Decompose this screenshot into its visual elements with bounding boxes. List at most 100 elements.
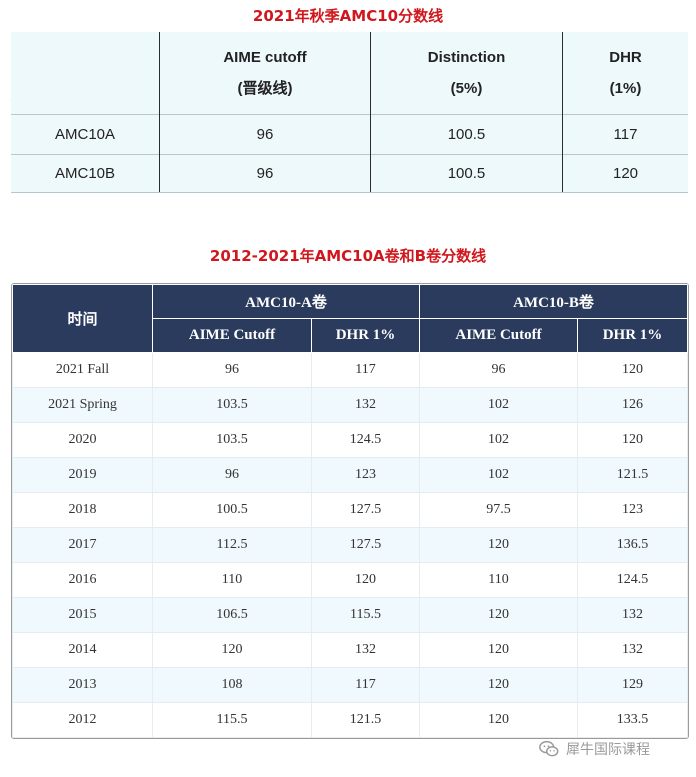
cutoff-table-2021-fall: AIME cutoff (晋级线) Distinction (5%) DHR (… bbox=[11, 32, 688, 193]
cell-a-cutoff: 96 bbox=[152, 457, 312, 493]
cell-b-cutoff: 96 bbox=[419, 352, 578, 388]
cell-a-cutoff: 103.5 bbox=[152, 422, 312, 458]
cell-b-dhr: 133.5 bbox=[577, 702, 688, 738]
cell-b-dhr: 120 bbox=[577, 352, 688, 388]
cell-b-cutoff: 120 bbox=[419, 597, 578, 633]
wechat-icon bbox=[539, 740, 559, 757]
cell-a-dhr: 127.5 bbox=[311, 527, 420, 563]
header-time: 时间 bbox=[12, 284, 153, 353]
cell-b-cutoff: 102 bbox=[419, 422, 578, 458]
cell-time: 2018 bbox=[12, 492, 153, 528]
cell-dhr: 117 bbox=[562, 114, 688, 155]
cell-b-dhr: 120 bbox=[577, 422, 688, 458]
header-line2: (1%) bbox=[609, 79, 642, 97]
cell-distinction: 100.5 bbox=[370, 114, 563, 155]
cell-time: 2021 Spring bbox=[12, 387, 153, 423]
cell-b-dhr: 121.5 bbox=[577, 457, 688, 493]
cell-b-cutoff: 120 bbox=[419, 527, 578, 563]
table-row: 2012 115.5 121.5 120 133.5 bbox=[12, 702, 688, 738]
cell-time: 2013 bbox=[12, 667, 153, 703]
cell-b-cutoff: 102 bbox=[419, 387, 578, 423]
header-line1: Distinction bbox=[427, 48, 506, 66]
header-group-b: AMC10-B卷 bbox=[419, 284, 688, 319]
cell-b-cutoff: 120 bbox=[419, 702, 578, 738]
cell-b-dhr: 123 bbox=[577, 492, 688, 528]
cell-a-cutoff: 103.5 bbox=[152, 387, 312, 423]
table-row: 2019 96 123 102 121.5 bbox=[12, 457, 688, 493]
table-row: 2020 103.5 124.5 102 120 bbox=[12, 422, 688, 458]
cell-b-cutoff: 120 bbox=[419, 667, 578, 703]
header-b-dhr: DHR 1% bbox=[577, 318, 688, 353]
cell-time: 2012 bbox=[12, 702, 153, 738]
table-row: 2014 120 132 120 132 bbox=[12, 632, 688, 668]
cell-time: 2020 bbox=[12, 422, 153, 458]
cell-a-dhr: 115.5 bbox=[311, 597, 420, 633]
cell-b-cutoff: 120 bbox=[419, 632, 578, 668]
table-row: AMC10B 96 100.5 120 bbox=[11, 154, 688, 193]
cell-a-cutoff: 96 bbox=[152, 352, 312, 388]
cell-b-dhr: 132 bbox=[577, 597, 688, 633]
cell-a-dhr: 132 bbox=[311, 387, 420, 423]
table2-title: 2012-2021年AMC10A卷和B卷分数线 bbox=[209, 247, 487, 265]
cell-a-cutoff: 108 bbox=[152, 667, 312, 703]
cell-time: 2014 bbox=[12, 632, 153, 668]
row-label: AMC10A bbox=[11, 114, 160, 155]
cell-a-dhr: 124.5 bbox=[311, 422, 420, 458]
header-line1: AIME cutoff bbox=[223, 48, 307, 66]
table-row: 2018 100.5 127.5 97.5 123 bbox=[12, 492, 688, 528]
table-row: 2016 110 120 110 124.5 bbox=[12, 562, 688, 598]
cell-a-dhr: 120 bbox=[311, 562, 420, 598]
cell-time: 2019 bbox=[12, 457, 153, 493]
cell-a-cutoff: 120 bbox=[152, 632, 312, 668]
cutoff-history-table: 时间 AMC10-A卷 AMC10-B卷 AIME Cutoff DHR 1% … bbox=[12, 284, 688, 738]
watermark-text: 犀牛国际课程 bbox=[566, 742, 650, 758]
cell-a-dhr: 123 bbox=[311, 457, 420, 493]
cell-distinction: 100.5 bbox=[370, 154, 563, 193]
cell-a-dhr: 117 bbox=[311, 667, 420, 703]
table1-header-dhr: DHR (1%) bbox=[562, 32, 688, 115]
cell-b-dhr: 124.5 bbox=[577, 562, 688, 598]
cell-dhr: 120 bbox=[562, 154, 688, 193]
table1-header-distinction: Distinction (5%) bbox=[370, 32, 563, 115]
header-a-cutoff: AIME Cutoff bbox=[152, 318, 312, 353]
cell-time: 2016 bbox=[12, 562, 153, 598]
cell-b-cutoff: 102 bbox=[419, 457, 578, 493]
cell-cutoff: 96 bbox=[159, 114, 371, 155]
cell-b-cutoff: 110 bbox=[419, 562, 578, 598]
cell-b-dhr: 126 bbox=[577, 387, 688, 423]
cell-time: 2015 bbox=[12, 597, 153, 633]
cell-a-cutoff: 115.5 bbox=[152, 702, 312, 738]
watermark: 犀牛国际课程 bbox=[538, 734, 688, 764]
cell-a-dhr: 121.5 bbox=[311, 702, 420, 738]
cell-a-cutoff: 106.5 bbox=[152, 597, 312, 633]
cell-a-cutoff: 112.5 bbox=[152, 527, 312, 563]
table-row: AMC10A 96 100.5 117 bbox=[11, 114, 688, 155]
cell-a-dhr: 132 bbox=[311, 632, 420, 668]
cell-time: 2017 bbox=[12, 527, 153, 563]
cell-b-dhr: 132 bbox=[577, 632, 688, 668]
table-row: 2021 Spring 103.5 132 102 126 bbox=[12, 387, 688, 423]
table1-header-row: AIME cutoff (晋级线) Distinction (5%) DHR (… bbox=[11, 32, 688, 115]
header-line1: DHR bbox=[609, 48, 642, 66]
header-group-a: AMC10-A卷 bbox=[152, 284, 420, 319]
table1-title: 2021年秋季AMC10分数线 bbox=[252, 7, 444, 25]
cell-b-cutoff: 97.5 bbox=[419, 492, 578, 528]
header-a-dhr: DHR 1% bbox=[311, 318, 420, 353]
table-row: 2021 Fall 96 117 96 120 bbox=[12, 352, 688, 388]
cell-a-dhr: 117 bbox=[311, 352, 420, 388]
header-line2: (晋级线) bbox=[237, 79, 293, 97]
history-table-container: 时间 AMC10-A卷 AMC10-B卷 AIME Cutoff DHR 1% … bbox=[11, 283, 689, 739]
header-line2: (5%) bbox=[450, 79, 483, 97]
cell-b-dhr: 129 bbox=[577, 667, 688, 703]
cell-time: 2021 Fall bbox=[12, 352, 153, 388]
table-row: 2013 108 117 120 129 bbox=[12, 667, 688, 703]
table1-header-empty bbox=[11, 32, 160, 115]
header-b-cutoff: AIME Cutoff bbox=[419, 318, 578, 353]
cell-b-dhr: 136.5 bbox=[577, 527, 688, 563]
table1-header-aime: AIME cutoff (晋级线) bbox=[159, 32, 371, 115]
cell-a-cutoff: 100.5 bbox=[152, 492, 312, 528]
table-row: 2017 112.5 127.5 120 136.5 bbox=[12, 527, 688, 563]
cell-a-dhr: 127.5 bbox=[311, 492, 420, 528]
row-label: AMC10B bbox=[11, 154, 160, 193]
table-row: 2015 106.5 115.5 120 132 bbox=[12, 597, 688, 633]
